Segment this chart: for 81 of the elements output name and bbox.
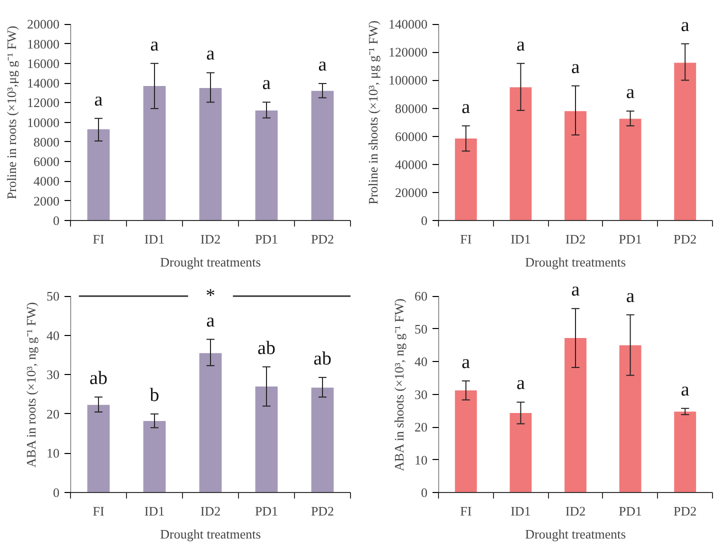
y-tick-label: 0 <box>53 213 60 228</box>
y-tick-label: 12000 <box>27 95 60 110</box>
x-tick-label: PD2 <box>674 232 697 246</box>
annotation: a <box>571 56 580 78</box>
y-tick-label: 140000 <box>388 16 428 32</box>
y-axis-title: ABA in shoots (×10³, ng g⁻¹ FW) <box>392 298 406 472</box>
x-axis-title: Drought treatments <box>160 254 261 270</box>
y-tick-label: 100000 <box>388 72 428 88</box>
annotation: a <box>516 34 526 56</box>
annotation: b <box>150 384 160 406</box>
annotation: a <box>206 44 216 65</box>
annotation: ab <box>314 348 332 370</box>
y-tick-label: 20 <box>46 406 60 422</box>
y-tick-label: 40 <box>414 354 428 370</box>
x-tick-label: ID1 <box>510 504 531 518</box>
x-tick-label: ID1 <box>144 504 165 518</box>
annotation: a <box>318 54 328 76</box>
y-tick-label: 50 <box>414 321 428 336</box>
y-tick-label: 60000 <box>395 128 428 144</box>
y-tick-label: 20000 <box>395 184 428 200</box>
annotation: a <box>462 352 471 373</box>
annotation: ab <box>90 368 108 390</box>
annotation: a <box>94 89 104 110</box>
annotation: a <box>262 73 272 94</box>
y-tick-label: 20000 <box>27 16 60 32</box>
y-tick-label: 10 <box>414 452 428 468</box>
y-tick-label: 120000 <box>388 44 428 60</box>
y-tick-label: 10 <box>46 446 60 461</box>
annotation: ab <box>258 338 276 359</box>
x-tick-label: ID1 <box>144 232 165 246</box>
annotation: a <box>516 373 526 394</box>
y-tick-label: 16000 <box>27 56 60 71</box>
annotation: a <box>571 280 580 301</box>
annotation: a <box>626 286 636 307</box>
y-tick-label: 60 <box>414 288 428 304</box>
y-tick-label: 18000 <box>27 36 60 52</box>
y-axis-title: ABA in roots (×10³, ng g⁻¹ FW) <box>24 302 38 468</box>
x-tick-label: FI <box>460 232 472 246</box>
x-tick-label: PD1 <box>618 504 642 518</box>
annotation: a <box>206 310 216 332</box>
y-tick-label: 0 <box>421 485 428 500</box>
x-tick-label: ID2 <box>200 504 221 518</box>
y-tick-label: 8000 <box>34 134 60 150</box>
x-tick-label: FI <box>92 232 104 246</box>
x-tick-label: ID2 <box>565 504 586 518</box>
x-tick-label: PD2 <box>674 504 697 518</box>
x-tick-label: PD2 <box>310 504 334 518</box>
x-tick-label: PD1 <box>254 504 278 518</box>
y-tick-label: 6000 <box>34 154 60 170</box>
y-axis-title: Proline in shoots (×10³, μg g⁻¹ FW) <box>366 20 380 204</box>
x-tick-label: FI <box>92 504 104 518</box>
y-tick-label: 40 <box>46 328 60 343</box>
x-tick-label: PD1 <box>618 232 642 246</box>
x-tick-label: ID2 <box>565 232 586 246</box>
y-tick-label: 0 <box>53 485 60 500</box>
y-tick-label: 30 <box>46 367 60 382</box>
x-tick-label: PD1 <box>254 232 278 246</box>
x-axis-title: Drought treatments <box>160 526 261 542</box>
annotation: a <box>626 82 636 104</box>
y-tick-label: 30 <box>414 386 428 402</box>
x-tick-label: PD2 <box>310 232 334 246</box>
annotation: * <box>206 286 216 307</box>
x-axis-title: Drought treatments <box>525 526 626 542</box>
y-tick-label: 10000 <box>27 114 60 130</box>
annotation: a <box>150 34 160 56</box>
y-tick-label: 2000 <box>34 193 60 208</box>
y-tick-label: 40000 <box>395 156 428 172</box>
x-tick-label: ID1 <box>510 232 531 246</box>
y-tick-label: 20 <box>414 420 428 435</box>
y-axis-title: Proline in roots (×10³,μg g⁻¹ FW) <box>4 26 19 200</box>
y-tick-label: 0 <box>421 213 428 228</box>
x-tick-label: FI <box>460 504 472 518</box>
annotation: a <box>680 14 690 36</box>
y-tick-label: 80000 <box>395 100 428 116</box>
x-axis-title: Drought treatments <box>525 254 626 270</box>
annotation: a <box>680 379 690 400</box>
y-tick-label: 14000 <box>27 76 60 91</box>
y-tick-label: 50 <box>46 288 60 304</box>
y-tick-label: 4000 <box>34 174 60 189</box>
annotation: a <box>462 96 471 118</box>
x-tick-label: ID2 <box>200 232 221 246</box>
